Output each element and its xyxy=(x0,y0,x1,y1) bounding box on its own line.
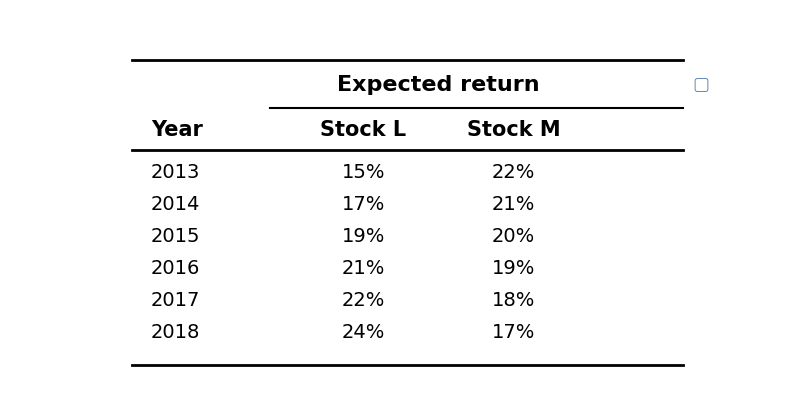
Text: 21%: 21% xyxy=(492,195,535,214)
Text: 17%: 17% xyxy=(342,195,385,214)
Text: 19%: 19% xyxy=(342,227,385,246)
Text: 22%: 22% xyxy=(342,291,385,310)
Text: Expected return: Expected return xyxy=(337,75,540,95)
Text: 15%: 15% xyxy=(342,163,385,181)
Text: ▢: ▢ xyxy=(692,76,710,94)
Text: 24%: 24% xyxy=(342,323,385,342)
Text: 2017: 2017 xyxy=(151,291,200,310)
Text: 20%: 20% xyxy=(492,227,535,246)
Text: 2015: 2015 xyxy=(151,227,200,246)
Text: 22%: 22% xyxy=(492,163,535,181)
Text: Stock M: Stock M xyxy=(466,121,561,140)
Text: Stock L: Stock L xyxy=(320,121,407,140)
Text: 19%: 19% xyxy=(492,259,535,278)
Text: 2013: 2013 xyxy=(151,163,200,181)
Text: 2014: 2014 xyxy=(151,195,200,214)
Text: 2016: 2016 xyxy=(151,259,200,278)
Text: 21%: 21% xyxy=(342,259,385,278)
Text: 2018: 2018 xyxy=(151,323,200,342)
Text: 18%: 18% xyxy=(492,291,535,310)
Text: Year: Year xyxy=(151,121,203,140)
Text: 17%: 17% xyxy=(492,323,535,342)
